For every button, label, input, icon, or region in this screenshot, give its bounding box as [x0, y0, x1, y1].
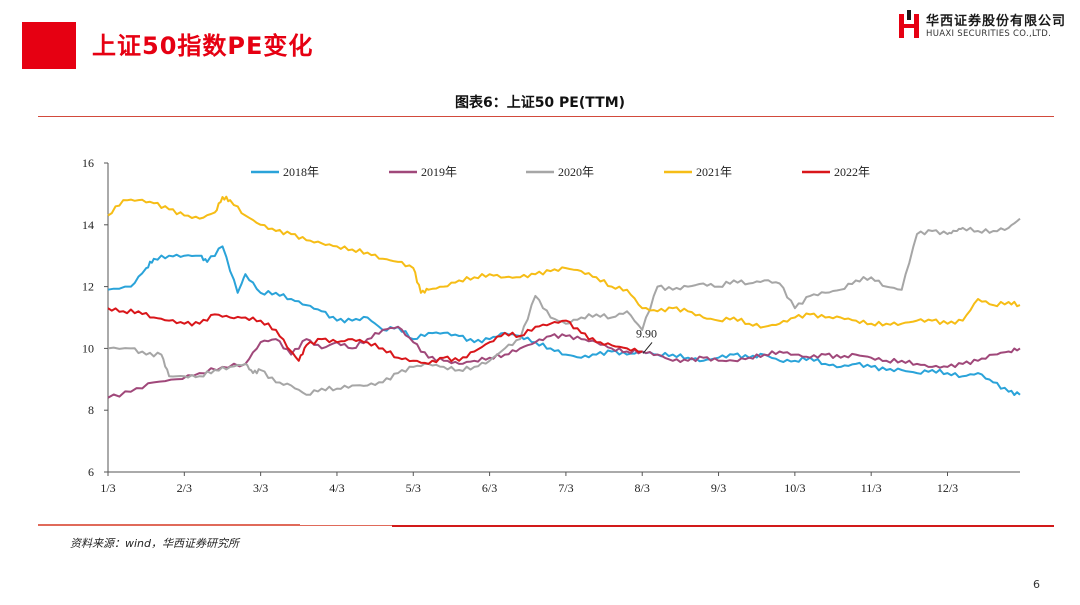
footer-rule-left	[38, 524, 300, 526]
title-accent-block	[22, 22, 76, 69]
x-tick-label: 8/3	[635, 481, 650, 495]
source-note: 资料来源：wind，华西证券研究所	[70, 537, 240, 550]
x-tick-label: 3/3	[253, 481, 268, 495]
x-tick-label: 6/3	[482, 481, 497, 495]
series-line-2022	[107, 307, 643, 365]
chart-annotation: 9.90	[636, 326, 657, 354]
legend-label-2020: 2020年	[558, 165, 594, 179]
y-tick-label: 6	[88, 465, 94, 479]
y-tick-label: 12	[82, 280, 94, 294]
annotation-pointer	[642, 342, 653, 354]
y-tick-label: 8	[88, 403, 94, 417]
series-line-2020	[107, 217, 1021, 396]
series-line-2018	[107, 245, 1021, 396]
huaxi-logo-icon	[899, 10, 919, 38]
company-logo: 华西证券股份有限公司 HUAXI SECURITIES CO.,LTD.	[898, 8, 1068, 42]
figure-top-rule	[38, 116, 1054, 117]
x-tick-label: 10/3	[784, 481, 805, 495]
y-tick-label: 16	[82, 156, 94, 170]
series-line-2021	[107, 195, 1021, 329]
chart-axes: 6 8 10 12 14 16 1/3 2/3 3/3 4/3 5/3 6/3 7/3 8/3 9/3 10/…	[82, 156, 1020, 495]
figure-title: 图表6：上证50 PE(TTM)	[454, 95, 626, 111]
y-tick-label: 14	[82, 218, 94, 232]
series-line-2019	[107, 325, 1021, 399]
x-tick-label: 11/3	[861, 481, 882, 495]
legend-label-2022: 2022年	[834, 165, 870, 179]
annotation-label: 9.90	[636, 326, 657, 340]
x-tick-label: 12/3	[937, 481, 958, 495]
x-tick-label: 9/3	[711, 481, 726, 495]
x-tick-label: 4/3	[329, 481, 344, 495]
x-tick-label: 5/3	[406, 481, 421, 495]
logo-company-name-cn: 华西证券股份有限公司	[926, 14, 1067, 29]
x-tick-label: 1/3	[100, 481, 115, 495]
x-tick-label: 2/3	[177, 481, 192, 495]
x-tick-label: 7/3	[558, 481, 573, 495]
slide-title: 上证50指数PE变化	[92, 32, 314, 60]
y-tick-label: 10	[82, 341, 94, 355]
legend-label-2021: 2021年	[696, 165, 732, 179]
logo-company-name-en: HUAXI SECURITIES CO.,LTD.	[926, 29, 1052, 39]
legend-label-2019: 2019年	[421, 165, 457, 179]
legend-label-2018: 2018年	[283, 165, 319, 179]
chart-legend: 2018年 2019年 2020年 2021年 2022年	[251, 165, 870, 179]
page-number: 6	[1033, 578, 1040, 591]
chart-series	[107, 195, 1021, 399]
footer-rule-right	[392, 525, 1054, 527]
